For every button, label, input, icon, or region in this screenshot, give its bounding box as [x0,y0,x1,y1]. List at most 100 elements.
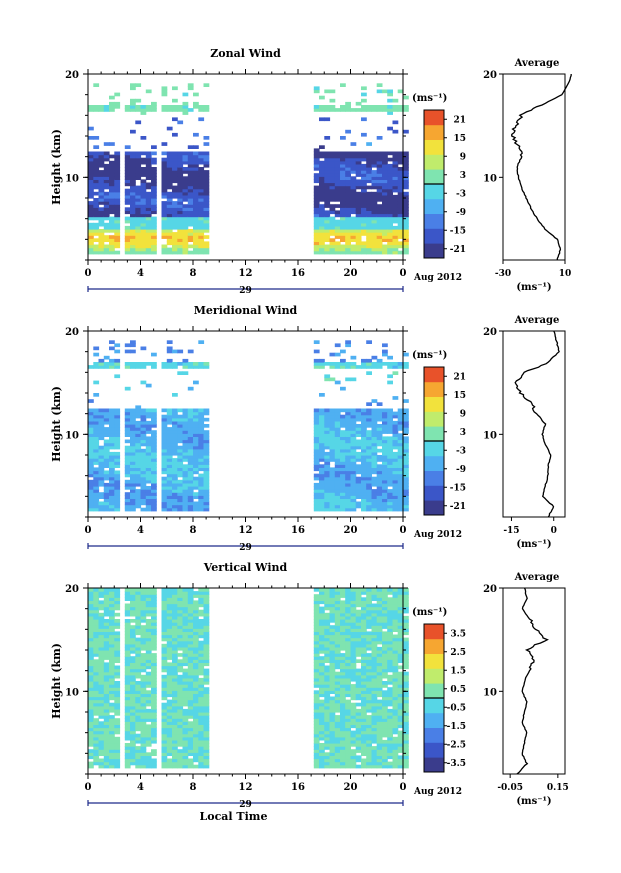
heatmap-cell [193,684,199,688]
heatmap-cell [313,176,320,180]
heatmap-cell [203,436,210,441]
heatmap-cell [88,492,94,496]
heatmap-cell [397,504,404,509]
heatmap-cell [172,117,178,122]
heatmap-cell [166,687,173,691]
heatmap-cell [114,232,121,236]
heatmap-cell [98,702,105,707]
x-tick-label: 20 [344,268,358,279]
heatmap-cell [376,730,383,735]
heatmap-cell [334,436,341,441]
heatmap-cell [103,758,110,763]
heatmap-cell [340,365,346,369]
heatmap-cell [376,241,383,246]
heatmap-cell [140,482,147,487]
heatmap-cell [334,219,341,224]
heatmap-cell [145,241,152,246]
heatmap-cell [177,225,184,230]
heatmap-cell [371,185,378,190]
heatmap-cell [355,442,362,447]
heatmap-cell [371,417,378,422]
heatmap-cell [324,715,331,719]
average-title: Average [514,58,560,69]
heatmap-cell [345,194,351,199]
heatmap-cell [177,167,184,171]
heatmap-cell [88,420,94,425]
heatmap-cell [145,674,152,679]
heatmap-cell [109,108,115,112]
heatmap-cell [114,724,121,729]
heatmap-cell [193,739,199,744]
heatmap-cell [319,600,325,605]
heatmap-cell [371,238,378,242]
heatmap-cell [371,684,378,688]
heatmap-cell [376,436,383,441]
heatmap-cell [329,424,336,428]
heatmap-cell [161,108,168,112]
heatmap-cell [366,752,372,756]
heatmap-cell [161,442,168,447]
heatmap-cell [319,194,325,199]
heatmap-cell [392,492,399,496]
heatmap-cell [187,640,194,645]
heatmap-cell [376,597,383,601]
heatmap-cell [198,430,205,434]
heatmap-cell [161,507,168,512]
heatmap-cell [324,216,331,221]
heatmap-cell [187,690,194,694]
heatmap-cell [350,417,357,422]
heatmap-cell [313,628,320,632]
heatmap-cell [198,650,205,654]
heatmap-cell [161,674,168,679]
heatmap-cell [340,464,346,468]
heatmap-cell [382,733,388,738]
heatmap-cell [187,687,194,691]
heatmap-cell [140,677,147,682]
heatmap-cell [366,671,372,676]
heatmap-cell [350,718,357,722]
heatmap-cell [98,173,105,177]
heatmap-cell [114,761,121,766]
heatmap-cell [124,225,131,230]
heatmap-cell [324,684,331,688]
heatmap-cell [366,176,372,180]
heatmap-cell [172,665,178,670]
heatmap-cell [124,631,131,636]
heatmap-cell [345,235,351,239]
heatmap-cell [124,210,131,215]
heatmap-cell [350,191,357,196]
heatmap-cell [177,105,184,109]
heatmap-cell [203,157,210,162]
heatmap-cell [324,467,331,472]
heatmap-cell [382,445,388,450]
heatmap-cell [109,606,115,611]
heatmap-cell [340,736,346,741]
heatmap-cell [130,417,136,422]
heatmap-cell [145,640,152,645]
heatmap-cell [319,662,325,667]
heatmap-cell [193,132,199,137]
heatmap-cell [313,690,320,694]
heatmap-cell [350,671,357,676]
heatmap-cell [114,194,121,199]
heatmap-cell [361,250,367,255]
heatmap-cell [109,681,115,685]
heatmap-cell [124,250,131,255]
heatmap-cell [135,461,142,465]
heatmap-cell [193,690,199,694]
heatmap-cell [382,625,388,629]
heatmap-cell [193,631,199,636]
heatmap-cell [177,445,184,450]
heatmap-cell [182,674,189,679]
heatmap-cell [177,730,184,735]
heatmap-cell [366,640,372,645]
heatmap-cell [198,362,205,366]
heatmap-cell [114,417,121,422]
heatmap-cell [114,420,121,425]
heatmap-cell [166,163,173,168]
heatmap-cell [98,507,105,512]
heatmap-cell [324,417,331,422]
heatmap-cell [114,213,121,218]
heatmap-cell [109,724,115,729]
